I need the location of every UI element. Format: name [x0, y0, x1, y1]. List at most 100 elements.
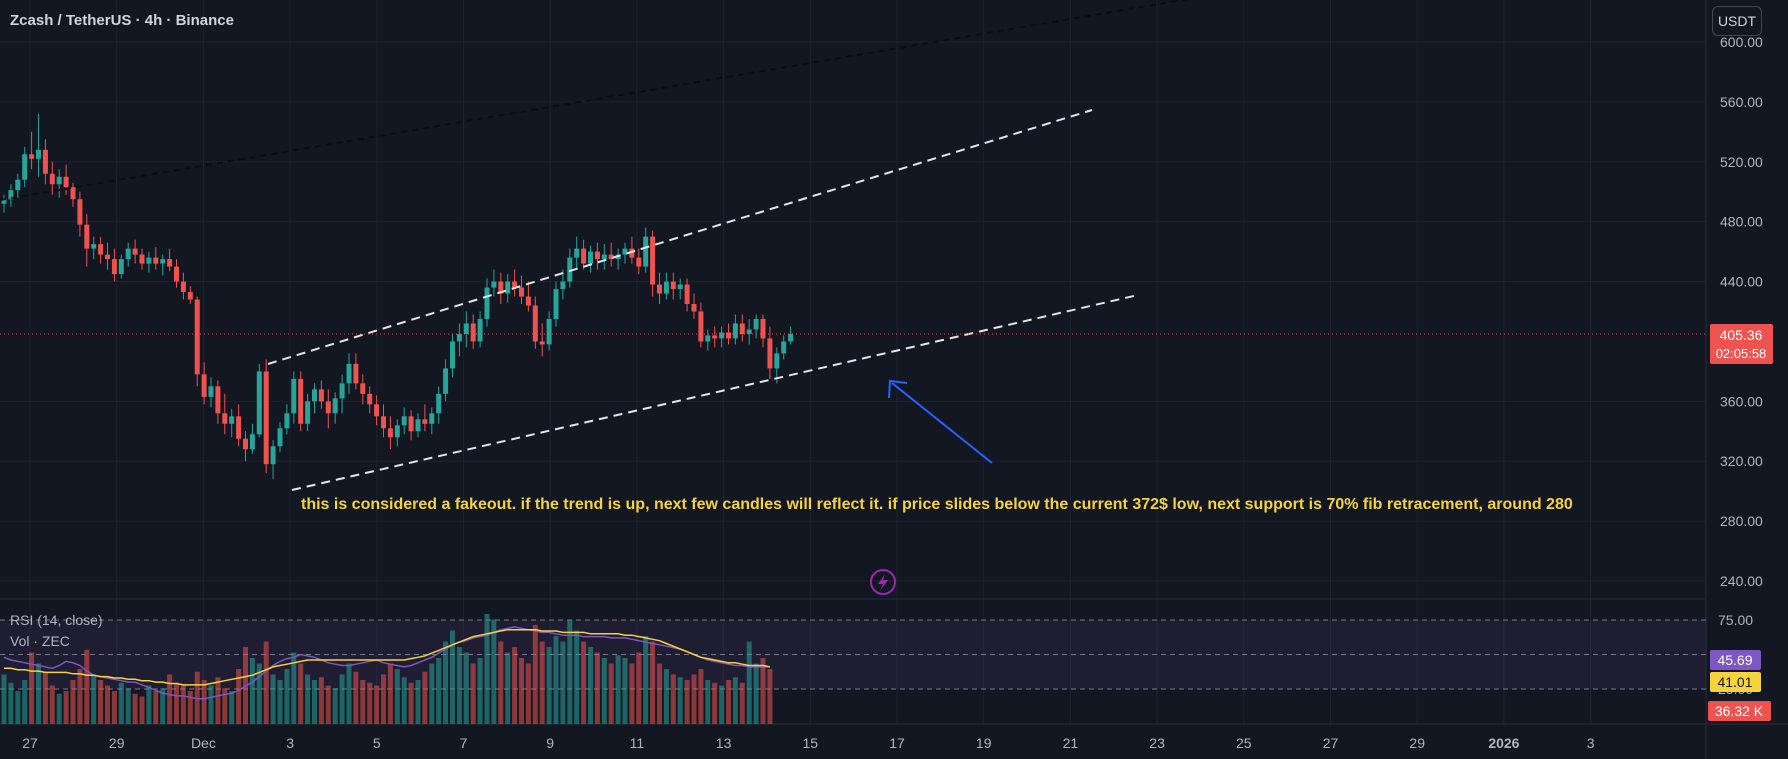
candle-body — [98, 244, 104, 255]
volume-bar — [394, 669, 400, 724]
candle-body — [463, 323, 469, 334]
candle-body — [753, 318, 759, 330]
candle-body — [91, 244, 97, 249]
candle-body — [450, 341, 455, 369]
rsi-band — [0, 619, 1706, 690]
volume-bar — [236, 669, 242, 724]
volume-bar — [436, 658, 442, 724]
time-tick-label: Dec — [191, 735, 216, 751]
rsi-value: 45.69 — [1717, 652, 1752, 668]
candle-body — [229, 416, 235, 424]
outer-trendline — [0, 0, 1189, 201]
candle-body — [318, 389, 324, 402]
candle-body — [29, 154, 35, 159]
candle-body — [118, 259, 124, 275]
candle-body — [63, 176, 69, 188]
volume-bar — [201, 680, 207, 724]
candle-body — [726, 332, 731, 339]
time-axis: 27 29 Dec 3 5 7 9 11 13 15 17 19 21 23 25 27 29 2026 3 — [22, 735, 1594, 751]
candle-body — [22, 154, 28, 180]
volume-bar — [367, 682, 373, 724]
time-tick-label: 29 — [1409, 735, 1425, 751]
candle-body — [305, 401, 311, 424]
volume-bar — [546, 647, 552, 724]
volume-bar — [560, 641, 566, 724]
time-tick-label: 7 — [460, 735, 468, 751]
candle-body — [739, 323, 745, 334]
candle-body — [594, 251, 600, 260]
volume-bar — [1, 674, 7, 724]
volume-bar — [160, 688, 166, 724]
volume-bar — [470, 663, 476, 724]
candle-body — [408, 416, 414, 432]
volume-bar — [298, 663, 304, 724]
volume-bar — [111, 691, 117, 724]
volume-bar — [519, 658, 524, 724]
candle-body — [132, 248, 138, 255]
price-tick-label: 280.00 — [1720, 513, 1763, 529]
volume-bar — [726, 680, 731, 724]
lightning-icon[interactable] — [870, 569, 896, 595]
candle-body — [8, 190, 14, 200]
volume-bar — [732, 677, 738, 724]
candle-body — [201, 374, 207, 397]
volume-bars — [1, 614, 773, 724]
volume-bar — [601, 658, 607, 724]
volume-bar — [539, 641, 545, 724]
volume-bar — [29, 652, 35, 724]
volume-bar — [532, 625, 538, 724]
channel-upper-line — [267, 109, 1093, 365]
rsi-label[interactable]: RSI (14, close) — [10, 612, 103, 628]
candle-body — [677, 284, 683, 290]
symbol-title[interactable]: Zcash / TetherUS · 4h · Binance — [10, 12, 234, 29]
candle-body — [622, 248, 628, 255]
volume-bar — [139, 696, 145, 724]
price-tick-label: 440.00 — [1720, 274, 1763, 290]
candle-body — [208, 386, 214, 397]
volume-bar — [698, 669, 704, 724]
volume-value-badge: 36.32 K — [1708, 701, 1771, 721]
candle-body — [105, 254, 110, 260]
candle-body — [298, 378, 304, 424]
volume-bar — [36, 663, 41, 724]
volume-label[interactable]: Vol · ZEC — [10, 633, 70, 649]
candle-body — [505, 281, 511, 294]
last-price-badge: 405.36 02:05:58 — [1710, 324, 1773, 364]
volume-bar — [408, 682, 414, 724]
candle-body — [608, 254, 614, 260]
volume-bar — [622, 658, 628, 724]
volume-bar — [167, 674, 173, 724]
time-tick-label: 5 — [373, 735, 381, 751]
volume-bar — [15, 691, 21, 724]
rsi-ma-value-badge: 41.01 — [1710, 672, 1761, 692]
candle-body — [1, 199, 7, 204]
candles — [1, 113, 794, 480]
volume-bar — [229, 691, 235, 724]
candle-body — [512, 281, 518, 288]
candle-body — [574, 248, 580, 258]
candle-body — [194, 299, 200, 375]
candle-body — [42, 149, 48, 174]
candle-body — [367, 393, 373, 405]
candle-body — [767, 338, 773, 369]
rsi-level-label: 75.00 — [1718, 612, 1753, 628]
time-tick-label: 3 — [1587, 735, 1595, 751]
volume-bar — [332, 688, 338, 724]
volume-bar — [63, 691, 69, 724]
rsi-background-band — [0, 620, 1706, 689]
candle-body — [49, 173, 55, 185]
volume-bar — [208, 685, 214, 724]
volume-bar — [125, 688, 131, 724]
candle-body — [719, 332, 725, 339]
volume-bar — [581, 641, 587, 724]
volume-bar — [484, 614, 490, 724]
candle-body — [160, 259, 166, 264]
candle-body — [36, 149, 41, 159]
candle-body — [436, 393, 442, 414]
candle-body — [360, 383, 366, 394]
volume-bar — [284, 669, 290, 724]
time-tick-label: 25 — [1236, 735, 1252, 751]
volume-bar — [132, 693, 138, 724]
currency-button[interactable]: USDT — [1712, 6, 1762, 36]
